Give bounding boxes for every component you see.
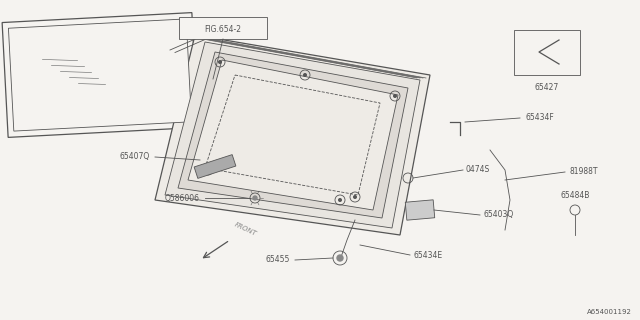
Circle shape	[218, 60, 222, 64]
FancyBboxPatch shape	[179, 17, 267, 39]
Text: 0474S: 0474S	[466, 165, 490, 174]
Text: FIG.654-2: FIG.654-2	[205, 25, 241, 34]
Text: 65403Q: 65403Q	[483, 211, 513, 220]
Text: Q586006: Q586006	[165, 194, 200, 203]
Text: 65427: 65427	[535, 83, 559, 92]
Text: 65407Q: 65407Q	[120, 153, 150, 162]
Polygon shape	[165, 42, 420, 228]
Text: 65455: 65455	[266, 255, 290, 265]
Polygon shape	[155, 35, 430, 235]
Text: 65434E: 65434E	[413, 251, 442, 260]
Polygon shape	[194, 155, 236, 178]
Polygon shape	[405, 200, 435, 220]
Text: 81988T: 81988T	[570, 167, 598, 177]
Polygon shape	[178, 52, 408, 218]
Text: FRONT: FRONT	[233, 221, 257, 237]
Circle shape	[206, 168, 210, 172]
Circle shape	[337, 255, 343, 261]
Circle shape	[303, 73, 307, 77]
Circle shape	[338, 198, 342, 202]
Polygon shape	[2, 12, 198, 137]
Text: 65484B: 65484B	[560, 191, 589, 200]
Text: 65434F: 65434F	[525, 114, 554, 123]
Polygon shape	[8, 19, 191, 131]
Polygon shape	[188, 60, 398, 210]
Circle shape	[253, 196, 257, 200]
Text: A654001192: A654001192	[587, 309, 632, 315]
Circle shape	[353, 195, 357, 199]
Circle shape	[393, 94, 397, 98]
FancyBboxPatch shape	[514, 29, 580, 75]
